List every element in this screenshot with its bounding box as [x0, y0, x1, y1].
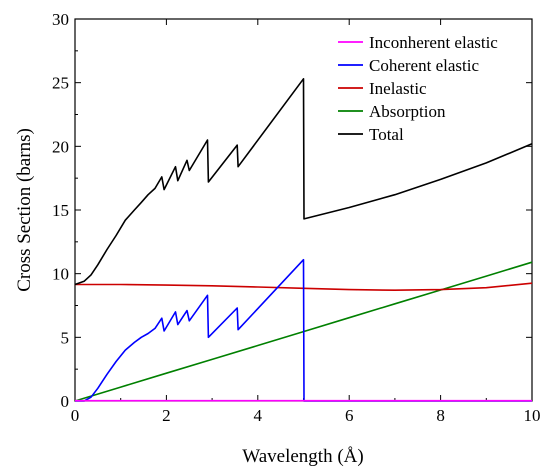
- x-tick-label: 4: [254, 406, 263, 425]
- series-lines: [74, 78, 533, 402]
- legend-label: Inconherent elastic: [369, 33, 498, 52]
- legend-label: Total: [369, 125, 404, 144]
- y-tick-label: 20: [52, 137, 69, 156]
- x-tick-label: 6: [345, 406, 354, 425]
- series-line-total: [74, 78, 533, 286]
- legend: Inconherent elastic Coherent elastic Inela…: [338, 33, 498, 144]
- x-tick-label: 0: [71, 406, 80, 425]
- x-tick-label: 10: [524, 406, 541, 425]
- x-axis-title: Wavelength (Å): [242, 446, 363, 467]
- y-tick-label: 30: [52, 10, 69, 29]
- series-line-coherent-elastic: [75, 258, 532, 402]
- y-tick-label: 25: [52, 74, 69, 93]
- legend-label: Coherent elastic: [369, 56, 479, 75]
- y-tick-label: 0: [61, 392, 70, 411]
- y-tick-label: 10: [52, 265, 69, 284]
- legend-label: Inelastic: [369, 79, 427, 98]
- y-tick-label: 15: [52, 201, 69, 220]
- legend-label: Absorption: [369, 102, 446, 121]
- y-axis-title: Cross Section (barns): [14, 128, 35, 292]
- y-tick-label: 5: [61, 328, 70, 347]
- x-tick-label: 2: [162, 406, 171, 425]
- x-tick-label: 8: [436, 406, 445, 425]
